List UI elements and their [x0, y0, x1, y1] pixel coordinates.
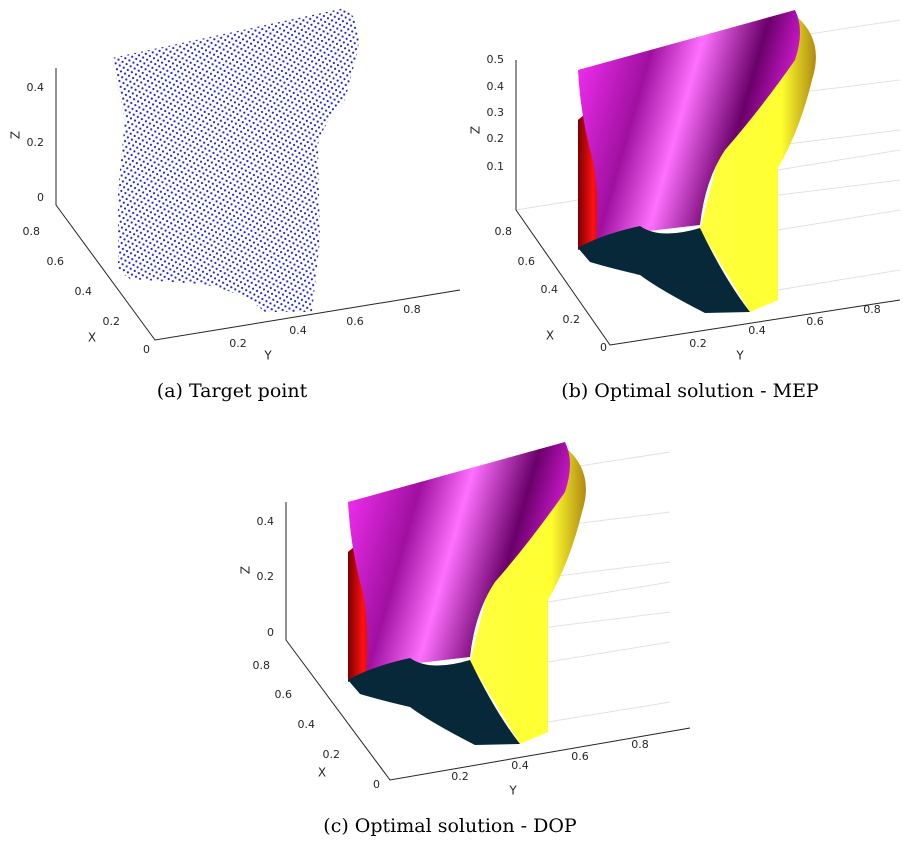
y-tick-label: 0.4 [289, 324, 307, 337]
x-tick-label: 0.8 [23, 225, 41, 238]
y-tick-label: 0.4 [511, 759, 529, 772]
y-axis-label: Y [735, 349, 744, 363]
z-tick-label: 0.4 [487, 80, 505, 93]
z-tick-label: 0.1 [487, 160, 505, 173]
z-tick-label: 0 [37, 191, 44, 204]
y-tick-label: 0.6 [346, 315, 364, 328]
x-tick-label: 0.8 [253, 659, 271, 672]
caption: (b) Optimal solution - MEP [561, 380, 819, 402]
y-tick-label: 0.8 [403, 303, 421, 316]
y-tick-label: 0.2 [229, 337, 247, 350]
x-tick-label: 0.6 [275, 688, 293, 701]
surface [577, 9, 901, 314]
y-tick-label: 0.8 [631, 738, 649, 751]
x-tick-label: 0.8 [495, 225, 513, 238]
z-axis-label: Z [9, 131, 23, 139]
caption: (c) Optimal solution - DOP [323, 815, 577, 837]
y-tick-label: 0.2 [689, 337, 707, 350]
x-tick-label: 0 [600, 341, 607, 354]
x-axis-label: X [88, 331, 96, 345]
y-tick-label: 0.2 [451, 770, 469, 783]
x-tick-label: 0 [373, 778, 380, 791]
x-tick-label: 0.4 [541, 283, 559, 296]
z-axis-label: Z [239, 566, 253, 574]
x-tick-label: 0.2 [103, 315, 121, 328]
y-tick-label: 0.4 [748, 324, 766, 337]
y-axis-label: Y [508, 784, 517, 798]
x-axis-label: X [318, 766, 326, 780]
z-tick-label: 0.2 [27, 136, 45, 149]
z-tick-label: 0.4 [257, 515, 275, 528]
x-axis-label: X [546, 329, 554, 343]
x-tick-label: 0.4 [75, 285, 93, 298]
z-axis-label: Z [469, 126, 483, 134]
x-tick-label: 0.2 [323, 748, 341, 761]
x-tick-label: 0 [143, 343, 150, 356]
z-tick-label: 0 [267, 626, 274, 639]
z-tick-label: 0.5 [487, 53, 505, 66]
y-axis-label: Y [263, 349, 272, 363]
z-tick-label: 0.2 [487, 132, 505, 145]
z-tick-label: 0.4 [27, 81, 45, 94]
y-tick-label: 0.8 [863, 303, 881, 316]
surface [347, 441, 671, 746]
x-tick-label: 0.6 [518, 255, 536, 268]
x-tick-label: 0.6 [47, 255, 65, 268]
panel-c [285, 441, 691, 781]
x-tick-label: 0.2 [563, 313, 581, 326]
x-tick-label: 0.4 [298, 718, 316, 731]
y-tick-label: 0.6 [806, 315, 824, 328]
caption: (a) Target point [157, 380, 308, 402]
point-cloud [112, 8, 359, 312]
z-tick-label: 0.3 [487, 106, 505, 119]
panel-a [55, 8, 461, 341]
y-tick-label: 0.6 [571, 750, 589, 763]
z-tick-label: 0.2 [257, 570, 275, 583]
panel-b [515, 9, 901, 346]
